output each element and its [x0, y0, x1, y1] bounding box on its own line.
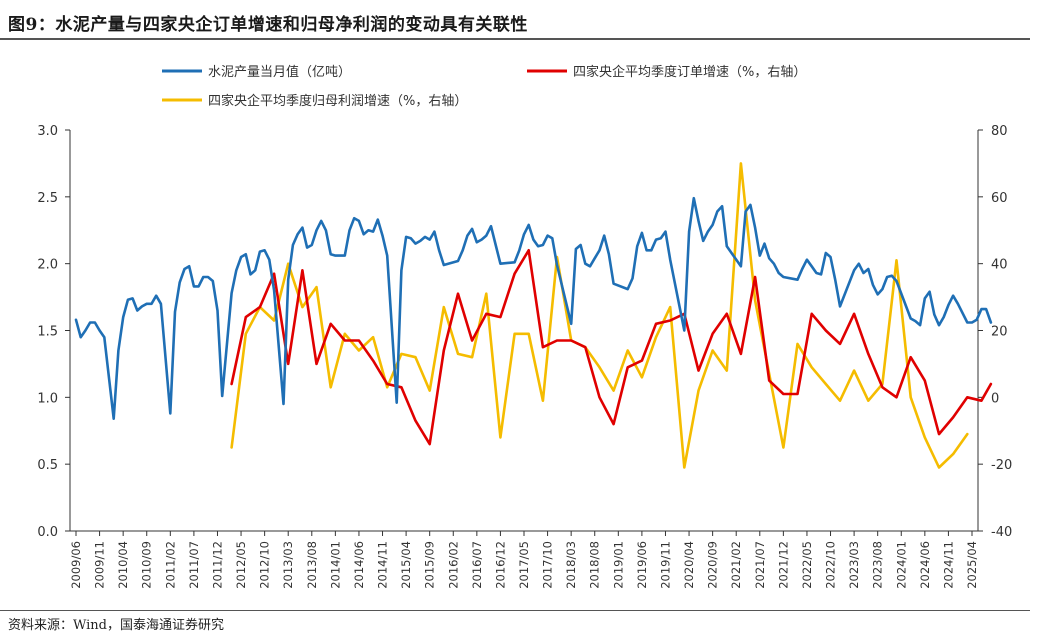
- x-tick-label: 2022/10: [824, 541, 838, 589]
- legend-label-2: 四家央企平均季度订单增速（%，右轴）: [573, 64, 806, 80]
- left-tick-label: 2.5: [37, 191, 58, 206]
- series-line-3: [230, 162, 969, 469]
- x-tick-label: 2016/07: [470, 541, 484, 589]
- source-note: 资料来源：Wind，国泰海通证券研究: [8, 618, 224, 633]
- x-tick-label: 2018/08: [588, 541, 602, 589]
- legend: 水泥产量当月值（亿吨） 四家央企平均季度订单增速（%，右轴） 四家央企平均季度归母利…: [162, 64, 806, 109]
- figure-title: 图9：水泥产量与四家央企订单增速和归母净利润的变动具有关联性: [8, 15, 528, 35]
- x-tick-label: 2023/08: [871, 541, 885, 589]
- x-tick-label: 2013/03: [281, 541, 295, 589]
- x-tick-label: 2019/01: [611, 541, 625, 589]
- x-tick-label: 2010/04: [116, 541, 130, 589]
- right-tick-label: 80: [991, 124, 1008, 139]
- right-tick-label: 60: [991, 191, 1008, 206]
- x-tick-label: 2024/11: [941, 541, 955, 589]
- left-tick-label: 1.0: [37, 391, 58, 406]
- left-tick-label: 1.5: [37, 325, 58, 340]
- x-tick-label: 2014/11: [376, 541, 390, 589]
- x-tick-label: 2019/11: [658, 541, 672, 589]
- x-tick-label: 2012/10: [258, 541, 272, 589]
- x-tick-label: 2009/11: [93, 541, 107, 589]
- x-tick-label: 2024/01: [894, 541, 908, 589]
- x-tick-label: 2014/01: [328, 541, 342, 589]
- x-tick-label: 2016/12: [493, 541, 507, 589]
- x-tick-label: 2014/06: [352, 541, 366, 589]
- right-tick-label: -40: [991, 525, 1012, 540]
- x-tick-label: 2021/12: [776, 541, 790, 589]
- series-line-2: [230, 249, 993, 446]
- x-tick-label: 2013/08: [305, 541, 319, 589]
- right-tick-label: 20: [991, 325, 1008, 340]
- x-tick-label: 2023/03: [847, 541, 861, 589]
- x-tick-label: 2010/09: [140, 541, 154, 589]
- x-tick-label: 2016/02: [446, 541, 460, 589]
- x-tick-label: 2022/05: [800, 541, 814, 589]
- x-tick-label: 2011/07: [187, 541, 201, 589]
- x-tick-label: 2025/04: [965, 541, 979, 589]
- left-tick-label: 0.5: [37, 458, 58, 473]
- left-tick-label: 0.0: [37, 525, 58, 540]
- plot-group: [74, 162, 993, 469]
- title-rule: [0, 38, 1030, 40]
- legend-label-3: 四家央企平均季度归母利润增速（%，右轴）: [208, 93, 467, 109]
- x-tick-label: 2017/05: [517, 541, 531, 589]
- x-tick-label: 2018/03: [564, 541, 578, 589]
- x-tick-label: 2021/07: [753, 541, 767, 589]
- series-line-1: [74, 196, 993, 421]
- x-tick-label: 2009/06: [69, 541, 83, 589]
- footer-rule: [0, 610, 1030, 611]
- x-tick-label: 2020/04: [682, 541, 696, 589]
- left-tick-label: 3.0: [37, 124, 58, 139]
- x-tick-label: 2011/12: [210, 541, 224, 589]
- x-tick-label: 2021/02: [729, 541, 743, 589]
- right-tick-label: 40: [991, 258, 1008, 273]
- x-tick-label: 2015/09: [423, 541, 437, 589]
- x-tick-label: 2012/05: [234, 541, 248, 589]
- x-tick-label: 2020/09: [706, 541, 720, 589]
- left-tick-label: 2.0: [37, 258, 58, 273]
- right-tick-label: 0: [991, 391, 999, 406]
- legend-label-1: 水泥产量当月值（亿吨）: [208, 64, 351, 80]
- right-tick-label: -20: [991, 458, 1012, 473]
- x-tick-label: 2019/06: [635, 541, 649, 589]
- axes-group: 0.0 0.5 1.0 1.5 2.0 2.5 3.0 -40 -20 0 20 40 60 80 2009…: [37, 124, 1012, 589]
- x-tick-label: 2024/06: [918, 541, 932, 589]
- x-tick-label: 2017/10: [541, 541, 555, 589]
- x-tick-label: 2011/02: [163, 541, 177, 589]
- x-tick-label: 2015/04: [399, 541, 413, 589]
